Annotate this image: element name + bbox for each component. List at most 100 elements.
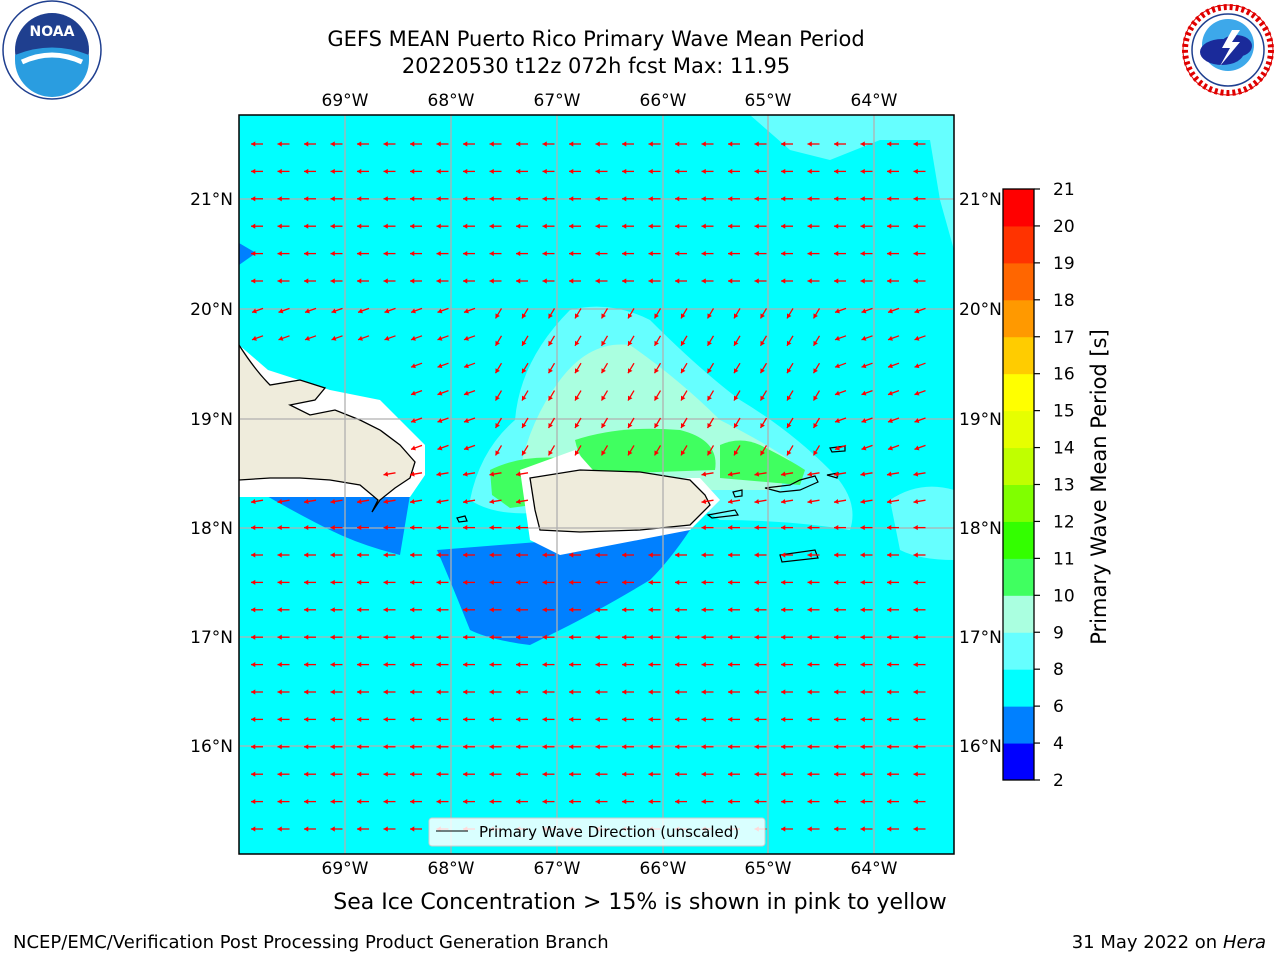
lat-label-right: 20°N [959, 300, 1002, 320]
wave-arrow-head [860, 634, 865, 640]
wave-arrow-head [574, 313, 580, 319]
wave-arrow-head [436, 716, 441, 722]
wave-arrow-head [888, 335, 893, 341]
wave-arrow-head [489, 579, 494, 585]
wave-arrow-head [807, 196, 812, 202]
wave-arrow-head [754, 251, 759, 257]
wave-arrow-head [913, 689, 918, 695]
wave-arrow-head [569, 278, 574, 284]
wave-arrow-head [574, 340, 580, 346]
wave-arrow-head [251, 607, 256, 613]
map-frame [238, 114, 955, 855]
wave-arrow-head [807, 662, 812, 668]
wave-arrow-head [654, 450, 659, 456]
wave-arrow-head [760, 313, 765, 319]
wave-arrow-head [675, 744, 680, 750]
colorbar-segment [1003, 262, 1034, 301]
wave-arrow-head [860, 799, 865, 805]
island-mona [456, 515, 468, 523]
wave-arrow-head [516, 744, 521, 750]
wave-arrow-head [728, 716, 733, 722]
wave-arrow-head [383, 716, 388, 722]
wave-arrow-head [330, 579, 335, 585]
wave-arrow-head [622, 716, 627, 722]
island-anegada [829, 445, 846, 453]
lat-label-right: 18°N [959, 519, 1002, 539]
wave-arrow-head [648, 799, 653, 805]
wave-arrow-head [834, 168, 839, 174]
wave-arrow-head [754, 471, 760, 477]
wave-arrow-head [648, 771, 653, 777]
wave-arrow-head [277, 141, 282, 147]
wave-arrow-head [569, 689, 574, 695]
wave-arrow-head [383, 744, 388, 750]
wave-arrow-head [411, 363, 416, 369]
wave-arrow-head [887, 771, 892, 777]
colorbar-tick-label: 6 [1053, 697, 1064, 717]
wave-arrow-head [410, 141, 415, 147]
wave-arrow-head [834, 223, 839, 229]
wave-arrow-head [707, 450, 712, 456]
wave-arrow-head [601, 368, 606, 374]
wave-arrow-head [251, 799, 256, 805]
wave-arrow-head [622, 251, 627, 257]
wave-arrow-head [410, 744, 415, 750]
wave-arrow-head [781, 498, 786, 505]
wave-arrow-head [330, 771, 335, 777]
wave-arrow-head [463, 141, 468, 147]
wave-arrow-head [463, 799, 468, 805]
wave-arrow-head [654, 340, 659, 346]
period-zone-8-9-east [890, 486, 954, 560]
colorbar-segment [1003, 299, 1034, 338]
wave-arrow-head [914, 445, 920, 451]
wave-arrow-head [913, 771, 918, 777]
wave-arrow-head [277, 196, 282, 202]
wave-arrow-head [834, 744, 839, 750]
wave-arrow-head [463, 498, 468, 505]
wave-arrow-head [463, 716, 468, 722]
wave-arrow-head [495, 340, 500, 346]
wave-arrow-head [542, 799, 547, 805]
wave-arrow-head [733, 368, 739, 374]
wave-arrow-head [654, 395, 659, 401]
wave-arrow-head [622, 141, 627, 147]
wave-arrow-head [701, 579, 706, 585]
wave-arrow-head [383, 689, 388, 695]
wave-arrow-head [516, 799, 521, 805]
wave-arrow-head [357, 771, 362, 777]
wave-arrow-head [516, 552, 521, 558]
nws-logo [1182, 4, 1274, 96]
wave-arrow-head [489, 168, 494, 174]
wave-arrow-head [601, 340, 606, 346]
wave-arrow-head [728, 607, 733, 613]
wave-arrow-head [542, 744, 547, 750]
wave-arrow-head [251, 552, 256, 558]
wave-arrow-head [627, 340, 633, 346]
colorbar-tick-label: 12 [1053, 512, 1075, 532]
wave-arrow-head [330, 607, 335, 613]
wave-arrow-head [521, 423, 527, 428]
wave-arrow-head [807, 251, 812, 257]
wave-arrow-head [569, 634, 574, 640]
wave-arrow-head [648, 552, 653, 558]
lat-label-left: 16°N [190, 737, 233, 757]
wave-arrow-head [807, 579, 812, 585]
wave-arrow-head [410, 634, 415, 640]
wave-arrow-head [675, 251, 680, 257]
wave-arrow-head [595, 552, 600, 558]
wave-arrow-head [807, 223, 812, 229]
wave-arrow-head [542, 223, 547, 229]
wave-arrow-head [436, 799, 441, 805]
colorbar-tick-label: 10 [1053, 586, 1075, 606]
colorbar-segment [1003, 447, 1034, 485]
period-zone-8-9-north [750, 115, 954, 250]
wave-arrow-head [622, 196, 627, 202]
wave-arrow-head [569, 251, 574, 257]
wave-arrow-head [648, 579, 653, 585]
wave-arrow-head [701, 771, 706, 777]
wave-arrow-head [569, 771, 574, 777]
wave-arrow-head [251, 716, 256, 722]
colorbar-tick-label: 16 [1053, 365, 1075, 385]
wave-arrow-head [861, 335, 867, 341]
wave-arrow-head [489, 799, 494, 805]
